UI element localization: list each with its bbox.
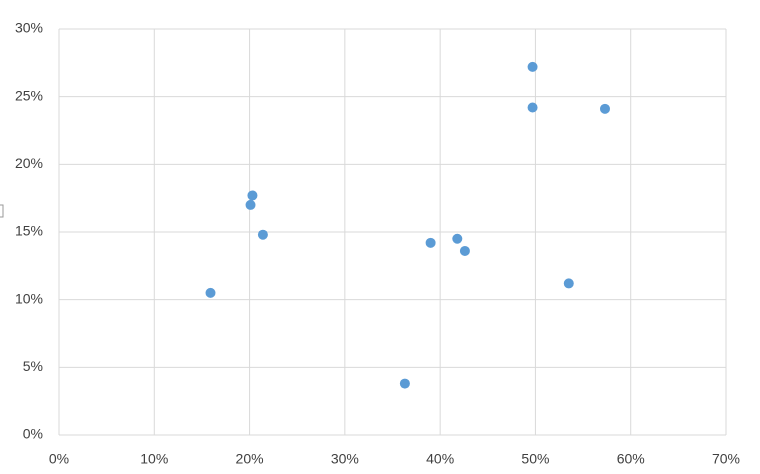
y-tick-label: 25%	[15, 87, 43, 103]
point	[257, 229, 268, 240]
x-tick-label: 20%	[236, 451, 264, 467]
y-tick-label: 15%	[15, 223, 43, 239]
point	[425, 237, 436, 248]
y-tick-label: 0%	[23, 426, 43, 442]
point	[247, 190, 258, 201]
y-tick-label: 5%	[23, 358, 43, 374]
point	[205, 287, 216, 298]
point	[599, 103, 610, 114]
point	[452, 233, 463, 244]
x-tick-label: 50%	[521, 451, 549, 467]
y-tick-label: 10%	[15, 290, 43, 306]
resize-handle	[0, 204, 4, 218]
x-tick-label: 30%	[331, 451, 359, 467]
y-tick-label: 30%	[15, 20, 43, 36]
point	[459, 245, 470, 256]
point	[399, 378, 410, 389]
x-tick-label: 40%	[426, 451, 454, 467]
point	[527, 61, 538, 72]
point	[245, 199, 256, 210]
x-tick-label: 60%	[617, 451, 645, 467]
point	[527, 102, 538, 113]
x-tick-label: 70%	[712, 451, 740, 467]
x-tick-label: 0%	[49, 451, 69, 467]
y-tick-label: 20%	[15, 155, 43, 171]
x-tick-label: 10%	[140, 451, 168, 467]
point	[563, 278, 574, 289]
